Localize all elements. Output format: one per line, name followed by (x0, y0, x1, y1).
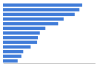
bar (3, 22, 58, 25)
bar (3, 13, 75, 16)
bar (3, 3, 82, 6)
bar (3, 45, 31, 48)
bars (3, 3, 82, 62)
bar (3, 36, 38, 39)
x-axis-line (4, 63, 96, 64)
bar (3, 41, 37, 44)
bar (3, 27, 45, 30)
bar (3, 17, 64, 20)
bar (3, 8, 79, 11)
chart (0, 0, 100, 71)
bar (3, 31, 40, 34)
bar (3, 50, 23, 53)
x-axis (4, 63, 96, 64)
bar (3, 59, 18, 62)
bar (3, 55, 21, 58)
